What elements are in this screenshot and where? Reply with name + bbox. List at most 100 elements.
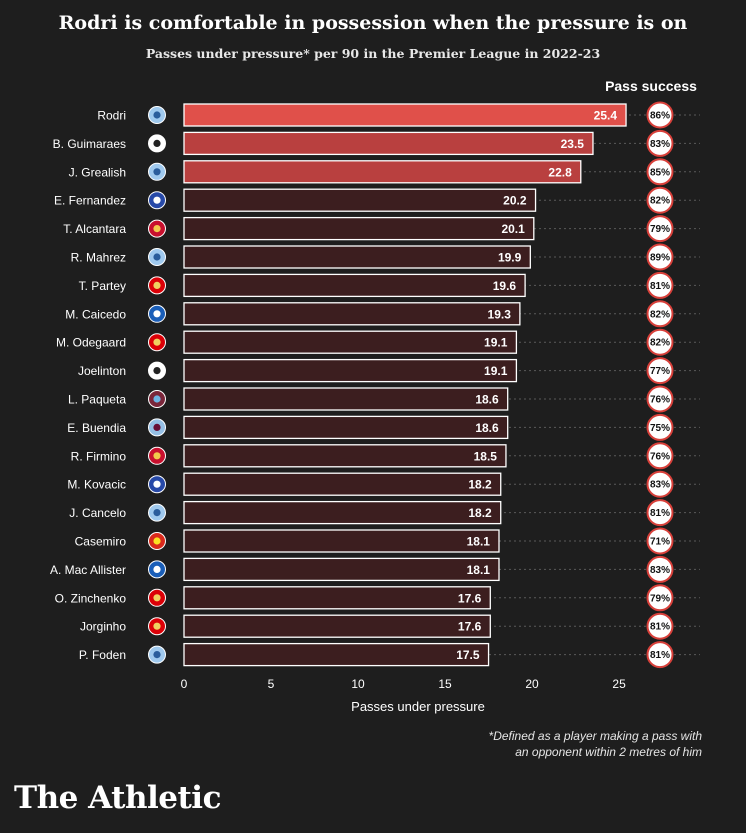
x-tick-label: 25 [612,677,626,691]
pass-success-label: 79% [650,224,670,235]
pass-success-label: 81% [650,650,670,661]
pass-success-badge [646,300,674,328]
player-name-label: R. Firmino [71,449,127,463]
pass-success-label: 83% [650,565,670,576]
pass-success-label: 83% [650,139,670,150]
bar-value-label: 17.6 [458,620,482,634]
bar [183,614,491,638]
player-name-label: T. Alcantara [63,222,126,236]
chart-subtitle: Passes under pressure* per 90 in the Pre… [145,46,601,61]
player-name-label: T. Partey [79,279,126,293]
bar-value-label: 18.1 [467,535,491,549]
brand-logo: The Athletic [14,780,221,816]
club-crest-inner-icon [153,338,161,346]
pass-success-badge [646,271,674,299]
bar [183,472,502,496]
player-name-label: M. Kovacic [67,478,126,492]
club-crest-inner-icon [153,253,161,261]
pass-success-label: 85% [650,167,670,178]
chart-title: Rodri is comfortable in possession when … [58,12,688,34]
bar-value-label: 18.2 [468,478,492,492]
bar-value-label: 18.6 [475,421,499,435]
x-tick-label: 15 [438,677,452,691]
pass-success-badge [646,158,674,186]
player-name-label: B. Guimaraes [53,137,126,151]
club-crest-inner-icon [153,168,161,176]
bar-value-label: 18.2 [468,506,492,520]
bar-value-label: 19.3 [488,307,512,321]
club-crest-inner-icon [153,139,161,147]
club-crest-inner-icon [153,480,161,488]
x-tick-label: 20 [525,677,539,691]
bar-value-label: 22.8 [548,165,572,179]
pass-success-label: 79% [650,593,670,604]
pass-success-label: 77% [650,366,670,377]
pass-success-badge [646,612,674,640]
club-crest-inner-icon [153,111,161,119]
player-name-label: M. Odegaard [56,336,126,350]
x-tick-label: 5 [268,677,275,691]
pass-success-badge [646,641,674,669]
bar [183,330,518,354]
club-crest-inner-icon [153,423,161,431]
pass-success-label: 82% [650,309,670,320]
club-crest-inner-icon [153,281,161,289]
pass-success-badge [646,442,674,470]
club-crest-inner-icon [153,651,161,659]
bar [183,444,507,468]
pass-success-badge [646,385,674,413]
pass-success-badge [646,101,674,129]
bar-value-label: 18.1 [467,563,491,577]
pass-success-badge [646,527,674,555]
club-crest-inner-icon [153,310,161,318]
pass-success-label: 76% [650,395,670,406]
club-crest-inner-icon [153,565,161,574]
footnote-line-2: an opponent within 2 metres of him [515,745,702,759]
pass-success-label: 81% [650,508,670,519]
bar [183,358,518,383]
pass-success-label: 75% [650,423,670,434]
pass-success-label: 83% [650,480,670,491]
bar-value-label: 17.5 [456,648,480,662]
player-name-label: Joelinton [78,364,126,378]
bar [183,529,500,553]
bar [183,302,521,326]
pass-success-badge [646,243,674,271]
player-name-label: Casemiro [75,535,127,549]
player-name-label: M. Caicedo [65,307,126,321]
club-crest-inner-icon [153,508,161,517]
pass-success-badge [646,357,674,385]
pass-success-header: Pass success [605,78,697,94]
pass-success-badge [646,215,674,243]
pass-success-badge [646,413,674,441]
player-name-label: E. Fernandez [54,194,126,208]
bar [183,160,582,184]
x-axis-label: Passes under pressure [351,699,485,714]
footnote-line-1: *Defined as a player making a pass with [488,729,702,743]
pass-success-badge [646,499,674,527]
club-crest-inner-icon [153,622,161,630]
bar-value-label: 17.6 [458,591,482,605]
bar [183,557,500,582]
player-name-label: J. Cancelo [69,506,126,520]
pass-success-badge [646,555,674,583]
bar-value-label: 19.9 [498,251,522,265]
bar [183,586,491,610]
bar [183,642,490,667]
bar-value-label: 18.6 [475,393,499,407]
x-tick-label: 0 [181,677,188,691]
player-name-label: E. Buendia [67,421,126,435]
bar [183,188,537,212]
bar-value-label: 19.1 [484,364,508,378]
bar-value-label: 23.5 [561,137,585,151]
x-tick-label: 10 [351,677,365,691]
pass-success-badge [646,584,674,612]
bar [183,245,531,269]
bar-value-label: 18.5 [474,449,498,463]
pass-success-badge [646,186,674,214]
bar [183,387,509,411]
pass-success-badge [646,470,674,498]
pass-success-badge [646,328,674,356]
player-name-label: J. Grealish [69,165,126,179]
